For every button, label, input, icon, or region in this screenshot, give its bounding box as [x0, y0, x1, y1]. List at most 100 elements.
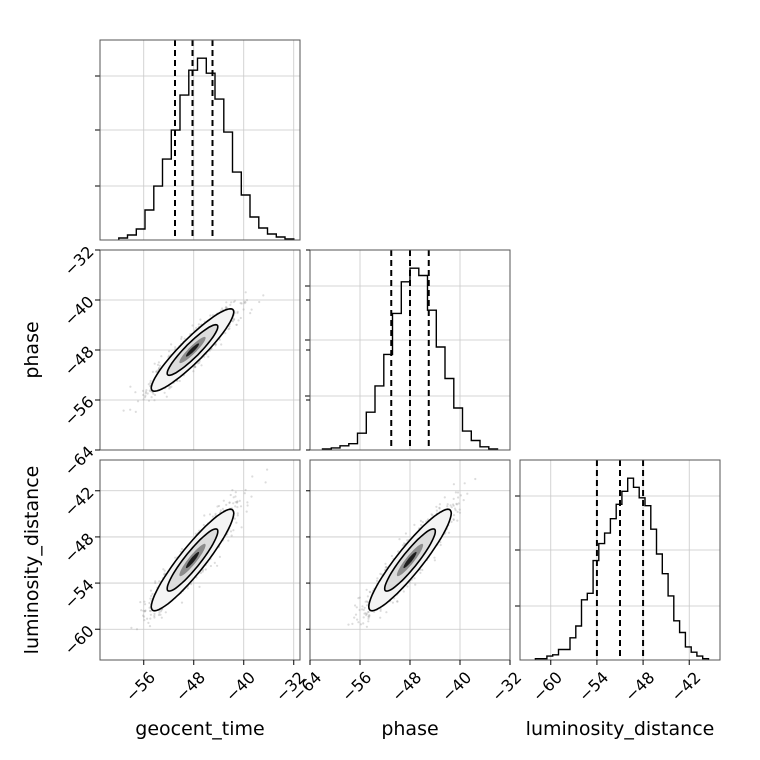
- sample-point: [403, 542, 406, 545]
- sample-point: [165, 395, 168, 398]
- sample-point: [379, 608, 382, 611]
- sample-point: [244, 488, 247, 492]
- sample-point: [122, 409, 125, 412]
- sample-point: [151, 370, 154, 373]
- sample-point: [153, 612, 156, 616]
- sample-point: [214, 344, 217, 347]
- sample-point: [449, 504, 452, 507]
- ytick-label-phase: −64: [60, 442, 97, 479]
- sample-point: [230, 534, 233, 537]
- sample-point: [379, 572, 382, 576]
- sample-point: [174, 346, 177, 349]
- sample-point: [452, 514, 456, 517]
- sample-point: [192, 370, 195, 373]
- sample-point: [144, 609, 147, 612]
- sample-point: [258, 300, 261, 304]
- sample-point: [151, 592, 154, 596]
- sample-point: [140, 609, 143, 612]
- sample-point: [232, 496, 235, 499]
- sample-point: [368, 615, 371, 618]
- sample-point: [153, 399, 156, 402]
- sample-point: [457, 496, 460, 499]
- sample-point: [234, 495, 237, 498]
- sample-point: [153, 616, 156, 619]
- sample-point: [154, 393, 157, 397]
- ytick-label-luminosity_distance: −42: [60, 483, 97, 520]
- sample-point: [356, 618, 359, 621]
- sample-point: [249, 312, 252, 315]
- sample-point: [234, 491, 237, 494]
- sample-point: [453, 507, 457, 510]
- sample-point: [251, 475, 254, 478]
- samples-geocent_time-phase: [122, 291, 265, 413]
- sample-point: [142, 609, 145, 612]
- sample-point: [414, 583, 417, 586]
- sample-point: [203, 514, 206, 517]
- sample-point: [438, 503, 441, 506]
- sample-point: [144, 392, 147, 395]
- sample-point: [406, 585, 409, 588]
- sample-point: [367, 614, 370, 617]
- sample-point: [359, 623, 363, 626]
- sample-point: [233, 517, 236, 520]
- sample-point: [462, 499, 465, 502]
- sample-point: [201, 570, 204, 573]
- sample-point: [235, 323, 238, 326]
- x-axis-label-luminosity_distance: luminosity_distance: [526, 718, 715, 740]
- sample-point: [458, 511, 462, 514]
- sample-point: [367, 620, 370, 623]
- sample-point: [454, 509, 457, 512]
- sample-point: [225, 503, 228, 506]
- sample-point: [129, 385, 132, 388]
- sample-point: [234, 505, 237, 508]
- sample-point: [181, 547, 184, 551]
- sample-point: [199, 318, 202, 321]
- xtick-label-geocent_time: −56: [122, 668, 159, 705]
- sample-point: [239, 302, 242, 305]
- sample-point: [190, 583, 193, 586]
- sample-point: [456, 519, 459, 522]
- sample-point: [369, 591, 372, 594]
- sample-point: [143, 396, 147, 399]
- sample-point: [235, 521, 238, 524]
- sample-point: [155, 370, 158, 373]
- sample-point: [365, 600, 368, 603]
- sample-point: [379, 609, 382, 613]
- sample-point: [214, 512, 217, 516]
- sample-point: [362, 608, 365, 612]
- sample-point: [243, 492, 246, 495]
- sample-point: [143, 600, 146, 603]
- sample-point: [245, 299, 249, 302]
- sample-point: [367, 610, 370, 613]
- sample-point: [355, 606, 358, 609]
- sample-point: [150, 396, 153, 399]
- samples-phase-luminosity_distance: [347, 477, 477, 628]
- sample-point: [147, 383, 150, 386]
- sample-point: [162, 568, 165, 571]
- sample-point: [169, 386, 172, 389]
- sample-point: [421, 521, 424, 524]
- sample-point: [376, 577, 379, 580]
- sample-point: [365, 612, 368, 616]
- sample-point: [358, 608, 361, 612]
- sample-point: [143, 610, 146, 613]
- sample-point: [413, 523, 416, 527]
- sample-point: [402, 590, 405, 593]
- sample-point: [136, 400, 140, 403]
- sample-point: [347, 623, 350, 626]
- sample-point: [156, 363, 160, 366]
- sample-point: [243, 300, 246, 303]
- sample-point: [401, 544, 404, 547]
- sample-point: [148, 625, 152, 628]
- sample-point: [163, 569, 166, 572]
- sample-point: [229, 493, 232, 497]
- sample-point: [421, 568, 424, 572]
- xtick-label-phase: −32: [488, 668, 525, 705]
- sample-point: [208, 513, 212, 516]
- sample-point: [452, 483, 455, 486]
- sample-point: [217, 504, 221, 508]
- sample-point: [244, 301, 247, 304]
- sample-point: [397, 550, 400, 553]
- sample-point: [452, 504, 455, 507]
- sample-point: [419, 519, 422, 523]
